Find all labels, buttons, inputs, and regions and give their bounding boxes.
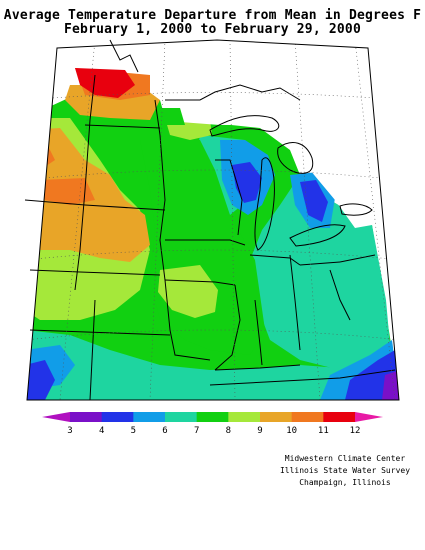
map-border: [26, 39, 400, 401]
legend-over-arrow: [355, 412, 383, 422]
legend-tick-label: 3: [67, 426, 73, 436]
graticule: [27, 40, 399, 400]
region-blue-mi-core: [300, 180, 328, 222]
contour-fill-layer: [27, 40, 399, 400]
map-title-line1: Average Temperature Departure from Mean …: [3, 8, 422, 23]
credit-line1: Midwestern Climate Center: [284, 454, 406, 463]
legend-swatch: [165, 412, 198, 422]
legend-tick-label: 6: [162, 426, 168, 436]
region-teal-south: [27, 330, 399, 400]
legend-swatch: [291, 412, 324, 422]
legend-tick-label: 9: [257, 426, 263, 436]
region-red-nd: [75, 68, 135, 98]
legend-tick-label: 12: [349, 426, 361, 436]
map-title-line2: February 1, 2000 to February 29, 2000: [64, 22, 361, 37]
legend-tick-label: 7: [193, 426, 200, 436]
legend-tick-label: 5: [130, 426, 137, 436]
region-green-mn: [160, 108, 185, 125]
region-lightgreen-mo: [158, 265, 218, 318]
legend-swatch: [323, 412, 356, 422]
legend-tick-label: 10: [286, 426, 298, 436]
legend-swatch: [70, 412, 103, 422]
legend-swatch: [228, 412, 261, 422]
region-unmapped-north: [150, 40, 372, 228]
legend-tick-label: 8: [225, 426, 232, 436]
region-darkorange-sd: [40, 178, 95, 205]
legend-swatch: [196, 412, 229, 422]
legend-swatch: [260, 412, 293, 422]
region-purple-se: [382, 370, 399, 400]
legend-tick-label: 11: [317, 426, 329, 436]
legend-swatch: [101, 412, 134, 422]
legend-swatch: [133, 412, 166, 422]
legend-under-arrow: [42, 412, 70, 422]
legend-colorbar: [42, 412, 383, 422]
state-boundaries: [24, 74, 396, 401]
legend-tick-label: 4: [98, 426, 105, 436]
region-blue-sw: [27, 360, 55, 400]
great-lakes-outline: [109, 39, 373, 251]
credit-line2: Illinois State Water Survey: [279, 466, 411, 475]
credit-line3: Champaign, Illinois: [299, 478, 391, 487]
